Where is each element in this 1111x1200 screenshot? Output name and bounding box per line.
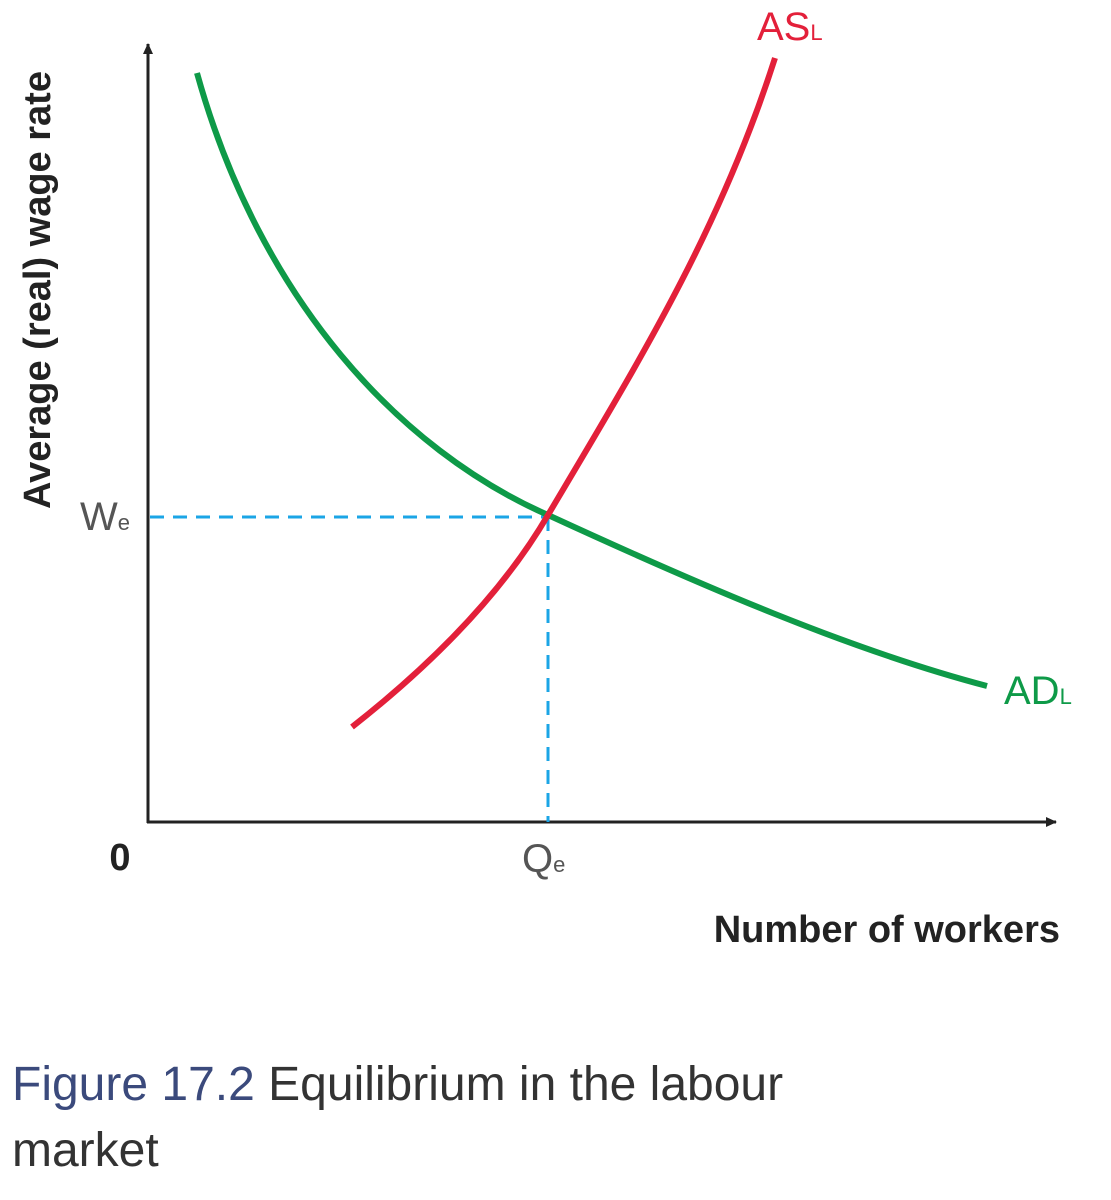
wage-label: We	[80, 495, 130, 539]
wage-text: W	[80, 495, 118, 539]
origin-label: 0	[109, 837, 130, 879]
ad-subscript: L	[1060, 684, 1072, 709]
quantity-label: Qe	[522, 837, 565, 881]
as-text: AS	[757, 5, 810, 49]
y-axis-text: Average (real) wage rate	[17, 71, 59, 509]
wage-subscript: e	[118, 510, 130, 535]
figure-number: Figure 17.2	[12, 1058, 255, 1111]
x-axis-label: Number of workers	[714, 909, 1060, 951]
quantity-text: Q	[522, 837, 553, 881]
as-subscript: L	[810, 20, 822, 45]
ad-curve	[194, 72, 988, 689]
ad-text: AD	[1004, 669, 1060, 713]
caption: Figure 17.2 Equilibrium in the labour ma…	[12, 1052, 912, 1184]
caption-text: Equilibrium in the labour market	[12, 1058, 784, 1177]
origin-text: 0	[109, 837, 130, 879]
diagram: ASL ADL We Qe 0 Average (real) wage rate…	[17, 5, 1072, 951]
as-curve	[350, 57, 778, 730]
x-axis-text: Number of workers	[714, 909, 1060, 951]
as-label: ASL	[757, 5, 823, 49]
quantity-subscript: e	[553, 852, 565, 877]
ad-label: ADL	[1004, 669, 1072, 713]
y-axis-label: Average (real) wage rate	[17, 71, 59, 509]
